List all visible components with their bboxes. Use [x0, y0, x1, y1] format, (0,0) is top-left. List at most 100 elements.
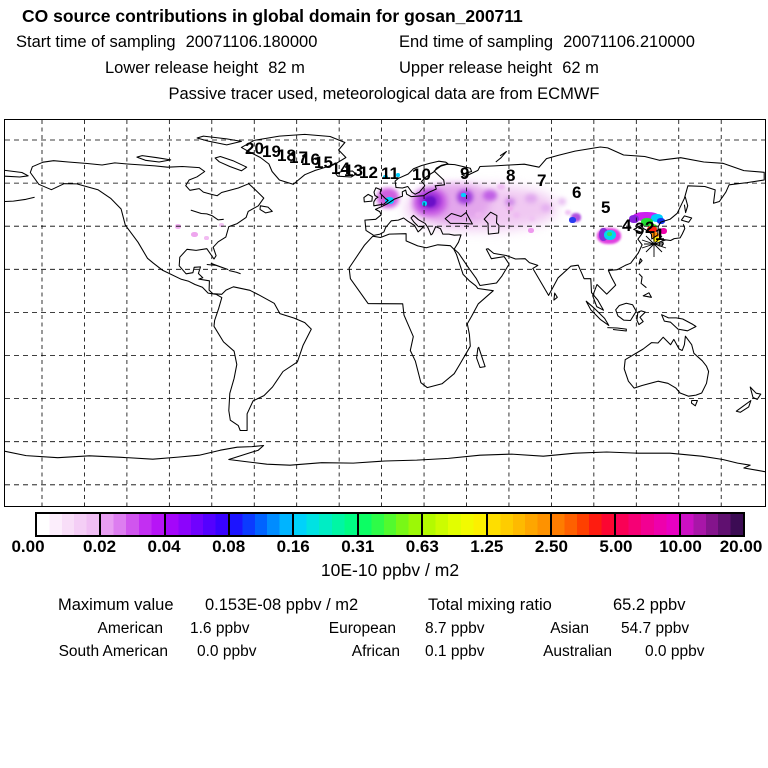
coastline [636, 310, 646, 326]
trajectory-hour-label: 12 [359, 163, 378, 182]
trajectory-hour-label: 5 [601, 198, 611, 217]
colorbar-tick-label: 20.00 [719, 537, 763, 556]
total-mixing-ratio-label: Total mixing ratio [428, 596, 552, 614]
coastline [690, 399, 698, 407]
contribution-patch [607, 232, 612, 236]
colorbar-segment [551, 514, 617, 535]
maximum-value-label: Maximum value [58, 596, 174, 614]
upper-release-value: 62 m [562, 59, 599, 77]
coastline [29, 160, 312, 432]
colorbar-tick-label: 0.08 [212, 537, 246, 556]
contribution-patch [541, 204, 551, 212]
trajectory-hour-label: 18 [277, 146, 296, 165]
colorbar-tick-label: 0.31 [341, 537, 375, 556]
contribution-patch [528, 228, 534, 233]
contribution-patch [513, 212, 520, 218]
contribution-patch [565, 210, 571, 215]
coastline [394, 160, 449, 195]
contribution-patch [422, 201, 427, 206]
receptor-star-icon [641, 239, 667, 249]
coastline [680, 215, 693, 223]
coastline [483, 211, 500, 235]
coastline [444, 212, 473, 225]
upper-release-group: Upper release height 62 m [399, 59, 599, 78]
contribution-patch [529, 216, 535, 221]
trajectory-hour-label: 7 [537, 171, 547, 190]
start-time-value: 20071106.180000 [185, 33, 318, 51]
colorbar-segment [358, 514, 424, 535]
coastline [190, 209, 224, 221]
colorbar-segment [230, 514, 295, 535]
colorbar-tick-label: 2.50 [534, 537, 568, 556]
colorbar-segment [423, 514, 488, 535]
contribution-patch [396, 173, 400, 177]
contribution-patch [505, 198, 515, 206]
lower-release-label: Lower release height [105, 59, 259, 77]
coastline [749, 386, 762, 400]
page-title: CO source contributions in global domain… [22, 6, 523, 26]
contribution-patch [475, 212, 483, 218]
trajectory-hour-label: 20 [245, 139, 264, 158]
contribution-patch [647, 226, 657, 233]
colorbar-tick-label: 0.04 [147, 537, 181, 556]
coastline [196, 135, 242, 146]
region-name-south-american: South American [58, 643, 168, 660]
coastline [553, 292, 558, 301]
trajectory-hour-label: 16 [301, 150, 320, 169]
contribution-patch [657, 218, 665, 224]
trajectory-hour-label: 10 [412, 165, 431, 184]
coastline [638, 273, 647, 289]
region-value-asian: 54.7 ppbv [621, 620, 690, 637]
region-value-american: 1.6 ppbv [190, 620, 250, 637]
contribution-patch [385, 197, 394, 204]
contribution-patch [651, 232, 659, 238]
region-name-asian: Asian [550, 620, 589, 637]
trajectory-hour-label: 17 [289, 148, 308, 167]
coastline [373, 187, 389, 207]
contribution-patch [653, 237, 660, 242]
trajectory-hour-label: 4 [622, 216, 632, 235]
contribution-patch [641, 218, 653, 226]
upper-release-label: Upper release height [399, 59, 553, 77]
coastline [5, 196, 35, 203]
contribution-patch [629, 215, 639, 223]
coastline [607, 327, 627, 332]
region-value-south-american: 0.0 ppbv [197, 643, 257, 660]
contribution-patch [483, 190, 497, 201]
colorbar-tick-label: 5.00 [599, 537, 633, 556]
colorbar-tick-label: 0.63 [405, 537, 439, 556]
coastline [735, 399, 752, 413]
colorbar-tick-label: 0.00 [11, 537, 45, 556]
coastline [683, 196, 689, 214]
coastline [585, 300, 610, 326]
coastline [206, 262, 229, 271]
coastline [214, 155, 248, 172]
coastline [363, 193, 373, 203]
start-time-label: Start time of sampling [16, 33, 176, 51]
coastline [495, 150, 507, 163]
world-map: 20 19 18 17 16 15 14 13 12 11 10 9 8 7 6 5 4 3 2 1 [4, 119, 766, 507]
trajectory-hour-label: 13 [344, 161, 363, 180]
colorbar-tick-label: 0.02 [83, 537, 117, 556]
contribution-patch [204, 236, 209, 240]
trajectory-hour-label: 1 [655, 225, 665, 244]
coastline [259, 205, 273, 214]
coastline [5, 169, 29, 178]
colorbar-tick-label: 10.00 [659, 537, 702, 556]
colorbar-unit-label: 10E-10 ppbv / m2 [320, 560, 460, 580]
trajectory-hour-label: 8 [506, 166, 516, 185]
contribution-patch [599, 228, 608, 241]
coastline [658, 241, 664, 247]
region-name-european: European [328, 620, 396, 637]
start-time-group: Start time of sampling 20071106.180000 [16, 33, 317, 52]
end-time-label: End time of sampling [399, 33, 554, 51]
trajectory-hour-label: 14 [331, 159, 350, 178]
end-time-group: End time of sampling 20071106.210000 [399, 33, 695, 52]
contribution-patch [461, 193, 466, 197]
trajectory-hour-label: 15 [314, 153, 333, 172]
trajectory-hour-label: 19 [262, 142, 281, 161]
coastline [364, 146, 765, 311]
colorbar-tick-label: 1.25 [470, 537, 504, 556]
coastline [5, 444, 765, 473]
